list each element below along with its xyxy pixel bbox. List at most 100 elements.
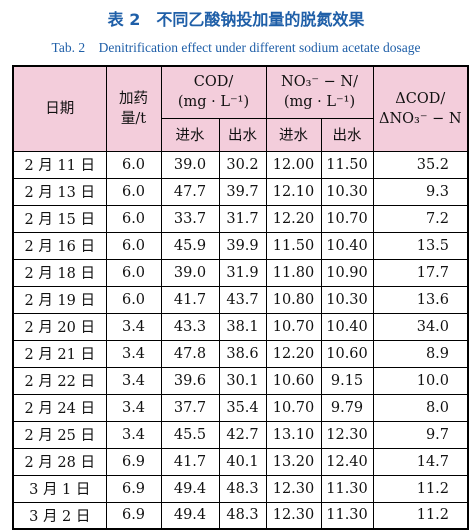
table-subtitle: Tab. 2 Denitrification effect under diff… xyxy=(51,40,421,55)
header-text: ΔNO₃⁻ − N xyxy=(378,110,462,127)
table-row: 2 月 25 日 3.4 45.5 42.7 13.10 12.30 9.7 xyxy=(12,420,469,449)
table-cell: 2 月 20 日 xyxy=(12,312,107,341)
header-text: (mg · L⁻¹) xyxy=(177,94,250,111)
table-row: 3 月 1 日 6.9 49.4 48.3 12.30 11.30 11.2 xyxy=(12,474,469,503)
table-cell: 12.30 xyxy=(265,474,322,503)
table-cell: 11.50 xyxy=(265,231,322,260)
table-cell: 14.7 xyxy=(372,447,469,476)
table-cell: 48.3 xyxy=(218,501,267,530)
table-cell: 40.1 xyxy=(218,447,267,476)
table-cell: 47.7 xyxy=(160,177,220,206)
header-text: NO₃⁻ − N/ xyxy=(281,74,358,91)
table-cell: 35.4 xyxy=(218,393,267,422)
table-cell: 13.10 xyxy=(265,420,322,449)
table-cell: 9.79 xyxy=(320,393,374,422)
header-text: ΔCOD/ xyxy=(395,90,446,107)
table-cell: 37.7 xyxy=(160,393,220,422)
table-cell: 6.0 xyxy=(105,204,162,233)
header-row: 进水 出水 进水 出水 xyxy=(13,117,468,152)
header-cell: 加药量/t xyxy=(105,65,162,152)
table-row: 2 月 22 日 3.4 39.6 30.1 10.60 9.15 10.0 xyxy=(12,366,469,395)
header-cell: 进水 xyxy=(160,117,220,152)
table-cell: 34.0 xyxy=(372,312,469,341)
table-row: 3 月 2 日 6.9 49.4 48.3 12.30 11.30 11.2 xyxy=(12,501,469,530)
table-cell: 10.70 xyxy=(265,393,322,422)
table-cell: 30.2 xyxy=(218,150,267,179)
table-cell: 3.4 xyxy=(105,366,162,395)
table-body: 2 月 11 日 6.0 39.0 30.2 12.00 11.50 35.2 2 月 13 … xyxy=(12,150,469,530)
header-cell: ΔCOD/ΔNO₃⁻ − N xyxy=(372,65,469,152)
header-text: 加药 xyxy=(119,90,148,107)
header-text: (mg · L⁻¹) xyxy=(283,94,356,111)
table-cell: 43.7 xyxy=(218,285,267,314)
table-row: 2 月 15 日 6.0 33.7 31.7 12.20 10.70 7.2 xyxy=(12,204,469,233)
table-cell: 12.10 xyxy=(265,177,322,206)
table-cell: 6.0 xyxy=(105,231,162,260)
table-cell: 49.4 xyxy=(160,474,220,503)
table-cell: 39.6 xyxy=(160,366,220,395)
table-cell: 39.7 xyxy=(218,177,267,206)
table-cell: 2 月 22 日 xyxy=(12,366,107,395)
header-text: 量/t xyxy=(120,110,147,127)
table-cell: 10.60 xyxy=(320,339,374,368)
header-cell: 进水 xyxy=(265,117,322,152)
table-cell: 6.9 xyxy=(105,474,162,503)
table-cell: 12.20 xyxy=(265,204,322,233)
table-cell: 41.7 xyxy=(160,447,220,476)
table-cell: 2 月 13 日 xyxy=(12,177,107,206)
table-cell: 49.4 xyxy=(160,501,220,530)
table-cell: 2 月 28 日 xyxy=(12,447,107,476)
table-title: 表 2 不同乙酸钠投加量的脱氮效果 xyxy=(107,10,365,29)
table-cell: 10.90 xyxy=(320,258,374,287)
table-cell: 3 月 1 日 xyxy=(12,474,107,503)
table-cell: 10.40 xyxy=(320,312,374,341)
table-cell: 13.5 xyxy=(372,231,469,260)
table-cell: 45.5 xyxy=(160,420,220,449)
table-cell: 47.8 xyxy=(160,339,220,368)
table-cell: 2 月 24 日 xyxy=(12,393,107,422)
table-cell: 10.70 xyxy=(320,204,374,233)
table-row: 2 月 24 日 3.4 37.7 35.4 10.70 9.79 8.0 xyxy=(12,393,469,422)
table-cell: 48.3 xyxy=(218,474,267,503)
table-cell: 6.0 xyxy=(105,285,162,314)
table-cell: 2 月 25 日 xyxy=(12,420,107,449)
table-cell: 11.30 xyxy=(320,474,374,503)
table-cell: 35.2 xyxy=(372,150,469,179)
table-cell: 11.30 xyxy=(320,501,374,530)
table-row: 2 月 11 日 6.0 39.0 30.2 12.00 11.50 35.2 xyxy=(12,150,469,179)
table-cell: 3.4 xyxy=(105,339,162,368)
header-text: COD/ xyxy=(193,74,234,91)
table-row: 2 月 13 日 6.0 47.7 39.7 12.10 10.30 9.3 xyxy=(12,177,469,206)
table-cell: 6.0 xyxy=(105,150,162,179)
table-cell: 11.50 xyxy=(320,150,374,179)
table-cell: 2 月 16 日 xyxy=(12,231,107,260)
table-row: 2 月 21 日 3.4 47.8 38.6 12.20 10.60 8.9 xyxy=(12,339,469,368)
table-cell: 43.3 xyxy=(160,312,220,341)
table-cell: 2 月 11 日 xyxy=(12,150,107,179)
table-cell: 9.3 xyxy=(372,177,469,206)
header-cell: 出水 xyxy=(218,117,267,152)
table-cell: 10.80 xyxy=(265,285,322,314)
table-cell: 12.20 xyxy=(265,339,322,368)
table-cell: 39.0 xyxy=(160,150,220,179)
table-cell: 6.9 xyxy=(105,501,162,530)
table-cell: 30.1 xyxy=(218,366,267,395)
table-cell: 3 月 2 日 xyxy=(12,501,107,530)
table-cell: 9.7 xyxy=(372,420,469,449)
table-cell: 10.0 xyxy=(372,366,469,395)
table-cell: 10.40 xyxy=(320,231,374,260)
table-cell: 3.4 xyxy=(105,312,162,341)
table-cell: 38.6 xyxy=(218,339,267,368)
table-cell: 39.9 xyxy=(218,231,267,260)
header-cell: NO₃⁻ − N/ (mg · L⁻¹) xyxy=(265,65,374,119)
table-cell: 6.0 xyxy=(105,177,162,206)
table-row: 2 月 18 日 6.0 39.0 31.9 11.80 10.90 17.7 xyxy=(12,258,469,287)
header-cell: 出水 xyxy=(320,117,374,152)
table-cell: 9.15 xyxy=(320,366,374,395)
table-cell: 12.30 xyxy=(320,420,374,449)
table-cell: 10.70 xyxy=(265,312,322,341)
table-cell: 8.0 xyxy=(372,393,469,422)
table-cell: 2 月 18 日 xyxy=(12,258,107,287)
table-cell: 17.7 xyxy=(372,258,469,287)
